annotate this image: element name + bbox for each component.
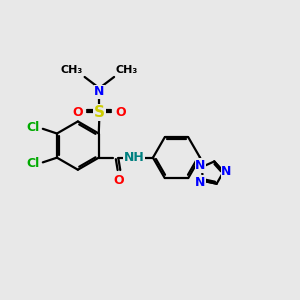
Text: N: N (195, 176, 205, 189)
Text: O: O (114, 174, 124, 187)
Text: CH₃: CH₃ (61, 65, 83, 75)
Text: O: O (73, 106, 83, 119)
Text: Cl: Cl (27, 157, 40, 170)
Text: S: S (94, 105, 105, 120)
Text: CH₃: CH₃ (116, 65, 138, 75)
Text: N: N (94, 85, 104, 98)
Text: N: N (221, 165, 232, 178)
Text: O: O (115, 106, 126, 119)
Text: N: N (195, 159, 206, 172)
Text: Cl: Cl (27, 121, 40, 134)
Text: NH: NH (124, 151, 145, 164)
